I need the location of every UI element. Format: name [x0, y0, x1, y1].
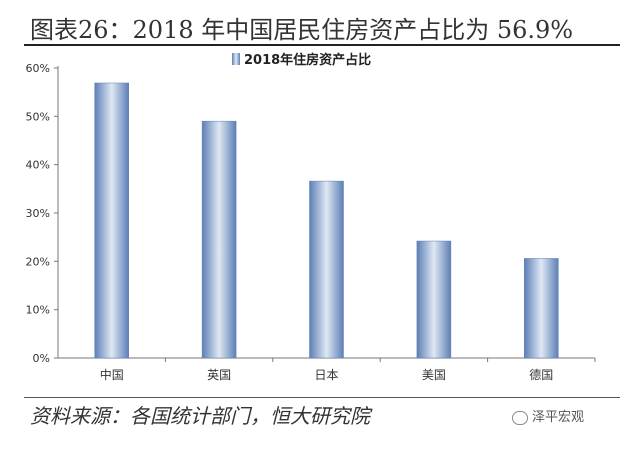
y-tick-label: 40%: [26, 159, 50, 172]
x-tick-label: 中国: [100, 367, 124, 382]
legend-swatch: [232, 53, 240, 65]
x-tick-label: 日本: [314, 368, 338, 382]
y-tick-label: 0%: [33, 352, 50, 365]
watermark: 泽平宏观: [512, 406, 584, 425]
x-tick-label: 德国: [529, 367, 553, 382]
source-rule: [24, 397, 620, 398]
bar: [309, 180, 344, 359]
bar: [94, 82, 129, 359]
x-axis-labels: 中国 英国 日本 美国 德国: [100, 367, 554, 382]
bar: [416, 240, 452, 359]
bar-chart: 2018年住房资产占比 0% 10% 20% 30% 40% 50% 60% 中国 英国 日本 美…: [26, 52, 596, 382]
bar: [524, 258, 559, 359]
chart-legend: 2018年住房资产占比: [232, 52, 371, 68]
source-note: 资料来源：各国统计部门，恒大研究院: [30, 404, 370, 428]
chart-area: 2018年住房资产占比 0% 10% 20% 30% 40% 50% 60% 中国 英国 日本 美…: [0, 46, 640, 396]
y-tick-label: 20%: [26, 255, 50, 268]
y-tick-label: 60%: [26, 62, 50, 75]
chart-bars: [94, 82, 559, 359]
y-axis-labels: 0% 10% 20% 30% 40% 50% 60%: [26, 62, 50, 365]
wechat-icon: [512, 410, 528, 425]
y-tick-label: 50%: [26, 110, 50, 123]
legend-label: 2018年住房资产占比: [244, 52, 371, 68]
watermark-text: 泽平宏观: [532, 410, 585, 425]
figure-title: 图表26：2018 年中国居民住房资产占比为 56.9%: [30, 16, 574, 44]
y-tick-label: 10%: [26, 304, 50, 317]
title-rule: [24, 44, 620, 46]
bar: [201, 120, 237, 359]
x-tick-label: 英国: [207, 368, 231, 382]
y-tick-label: 30%: [26, 207, 50, 220]
x-tick-label: 美国: [422, 368, 446, 382]
